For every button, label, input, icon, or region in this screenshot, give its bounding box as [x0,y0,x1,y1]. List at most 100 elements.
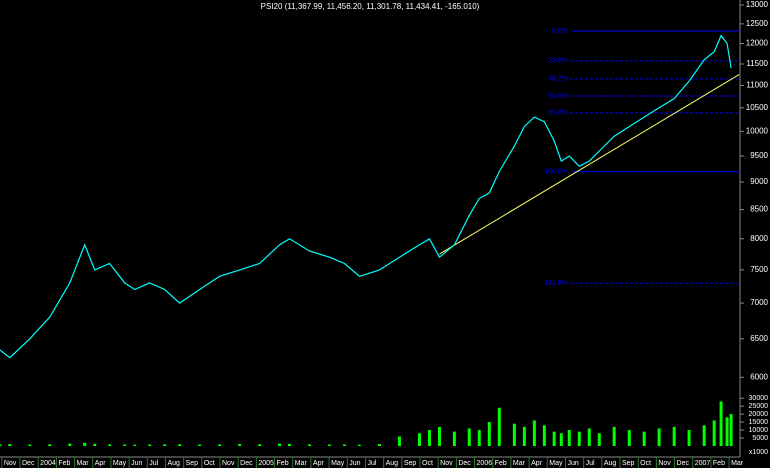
chart-title: PSI20 (11,367.99, 11,456.20, 11,301.78, … [261,2,480,11]
x-tick-label: Mar [731,460,744,467]
volume-bar [48,444,52,446]
y2-tick-label: 10000 [749,427,769,434]
y2-tick-label: 25000 [749,403,769,410]
y-tick-label: 10000 [746,126,769,135]
volume-bar [218,444,222,446]
volume-bar [532,420,536,446]
y-tick-label: 8500 [750,205,768,214]
volume-bar [587,428,591,446]
volume-bar [657,428,661,446]
volume-bar [357,444,361,446]
x-tick-label: Oct [422,460,433,467]
volume-bar [559,433,563,446]
fib-label: 161.8% [544,280,568,287]
volume-bar [68,443,72,446]
x-tick-label: Sep [186,460,199,467]
fib-label: 50.0% [548,93,568,100]
x-tick-label: Apr [531,460,543,467]
x-tick-label: Nov [4,460,17,467]
volume-bar [133,444,137,446]
price-line [0,34,732,359]
volume-bar [238,444,242,446]
x-tick-label: Aug [386,460,399,467]
volume-bar [702,425,706,446]
volume-bar [258,444,262,446]
volume-bar [672,426,676,446]
x-tick-label: Sep [622,460,635,467]
volume-bar [542,425,546,446]
x-tick-label: 2004 [40,460,56,467]
volume-bar [307,444,311,446]
y-tick-label: 7000 [750,298,768,307]
y-tick-label: 11500 [746,59,768,68]
x-tick-label: Dec [240,460,253,467]
x-tick-label: Nov [222,460,235,467]
x-tick-label: 2005 [258,460,274,467]
volume-bar [427,430,431,446]
volume-bar [567,430,571,446]
x-tick-label: Feb [713,460,725,467]
volume-bar [417,433,421,446]
x-tick-label: Sep [404,460,417,467]
x-tick-label: Jun [567,460,578,467]
x-tick-label: Feb [495,460,507,467]
volume-bar [522,426,526,446]
x-tick-label: Feb [58,460,70,467]
volume-bar [467,428,471,446]
y-tick-label: 7500 [750,265,768,274]
x-tick-label: Mar [77,460,90,467]
volume-bar [497,407,501,446]
volume-bar [178,444,182,446]
volume-bar [627,430,631,446]
volume-bar [343,444,347,446]
x-tick-label: Aug [604,460,617,467]
y-tick-label: 12000 [746,39,769,48]
y-tick-label: 10500 [746,103,769,112]
volume-bar [437,426,441,446]
volume-bar [123,444,127,446]
volume-bar [719,401,723,446]
volume-bar [148,444,152,446]
volume-bar [327,444,331,446]
x-tick-label: Jul [149,460,158,467]
x-tick-label: Apr [313,460,325,467]
volume-bar [93,443,97,446]
volume-bar [198,444,202,446]
x-tick-label: Jul [586,460,595,467]
volume-bar [729,414,733,446]
volume-bar [597,433,601,446]
x-tick-label: Feb [277,460,289,467]
y2-tick-label: 30000 [749,395,769,402]
volume-bar [452,431,456,446]
volume-bar [577,431,581,446]
volume-bar [377,444,381,446]
volume-bar [287,443,291,446]
y-tick-label: 6500 [750,334,768,343]
fib-label: 23.6% [548,58,568,65]
trend-line [439,74,740,255]
volume-bar [83,442,87,446]
x-tick-label: Apr [95,460,107,467]
x-tick-label: May [549,460,563,467]
x-tick-label: Mar [295,460,308,467]
y-tick-label: 11000 [746,81,768,90]
y-tick-label: 9000 [750,177,768,186]
volume-bar [28,444,32,446]
y2-tick-label: 5000 [752,435,768,442]
volume-bar [397,436,401,446]
fib-label: 38.2% [548,76,568,83]
x-tick-label: Jun [349,460,360,467]
x-tick-label: Dec [677,460,690,467]
volume-bar [512,423,516,446]
volume-bar [108,444,112,446]
y-tick-label: 8000 [750,234,768,243]
volume-bar [687,430,691,446]
volume-bar [612,426,616,446]
x-tick-label: Dec [458,460,471,467]
x-tick-label: Nov [658,460,671,467]
x-tick-label: Jun [131,460,142,467]
x-tick-label: Dec [22,460,35,467]
x-tick-label: May [113,460,127,467]
y-tick-label: 13000 [746,0,769,9]
